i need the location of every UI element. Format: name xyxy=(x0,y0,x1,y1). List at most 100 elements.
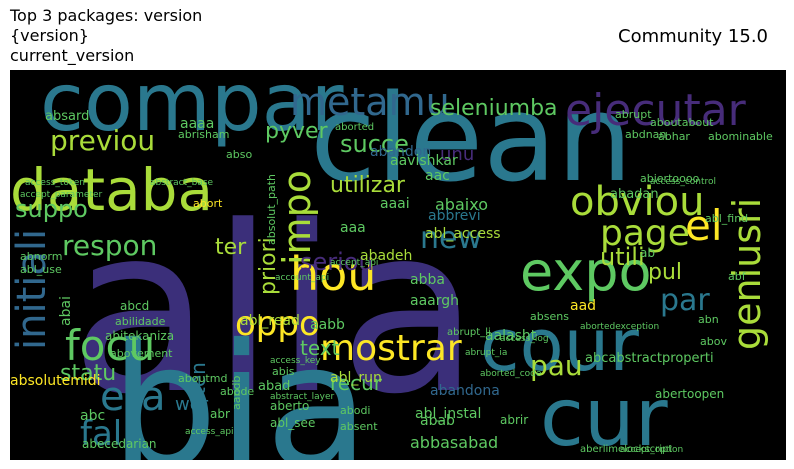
cloud-word: abandon xyxy=(370,144,431,160)
cloud-word: aborted xyxy=(335,122,374,133)
cloud-word: alia xyxy=(70,178,480,445)
cloud-word: abab xyxy=(420,413,455,429)
cloud-word: ten xyxy=(186,362,210,395)
cloud-word: abodi xyxy=(340,404,371,417)
cloud-word: access_token xyxy=(25,178,85,188)
cloud-word: aandb xyxy=(230,376,243,410)
cloud-word: aberlimelockscript xyxy=(580,444,672,455)
cloud-word: abecedarian xyxy=(82,437,157,451)
cloud-word: absent xyxy=(340,420,378,433)
cloud-word: abode xyxy=(220,385,254,398)
cloud-word: abba xyxy=(410,272,445,288)
cloud-word: aavishkar xyxy=(390,153,458,169)
cloud-word: access_api xyxy=(185,427,234,437)
cloud-word: access_control xyxy=(650,177,716,187)
cloud-word: aboutabout xyxy=(650,116,714,129)
cloud-word: aaaa xyxy=(180,116,214,132)
cloud-word: access_log xyxy=(500,334,549,344)
cloud-word: abbasabad xyxy=(410,433,498,452)
cloud-word: abis xyxy=(272,365,295,378)
cloud-word: initiali xyxy=(10,229,55,350)
title-line-2: {version} xyxy=(10,26,89,45)
cloud-word: abl_use xyxy=(20,263,62,276)
cloud-word: pyver xyxy=(265,119,329,144)
cloud-word: abf xyxy=(728,270,747,283)
cloud-word: respon xyxy=(62,229,157,262)
cloud-word: aad xyxy=(570,298,596,314)
cloud-word: absolutemidi xyxy=(10,373,101,389)
word-cloud: alia bia clean compar databa cour cur ejecutar m… xyxy=(10,70,786,460)
cloud-word: aac xyxy=(425,168,450,184)
cloud-word: abovement xyxy=(110,347,173,360)
cloud-word: utili xyxy=(600,243,645,271)
cloud-word: seleniumba xyxy=(430,96,558,121)
cloud-word: priori xyxy=(256,237,281,295)
cloud-word: accept_parameter xyxy=(20,190,103,200)
cloud-word: accept_option xyxy=(620,445,683,455)
cloud-word: abl_run xyxy=(330,370,382,386)
cloud-word: aberto xyxy=(270,399,309,413)
cloud-word: wor xyxy=(175,394,209,415)
cloud-word: mostrar xyxy=(320,328,462,369)
cloud-word: compar xyxy=(40,70,344,149)
cloud-word: abandona xyxy=(430,383,500,399)
cloud-word: abl_read xyxy=(240,313,300,329)
cloud-word: ter xyxy=(215,235,247,260)
cloud-word: abc xyxy=(80,408,105,424)
cloud-word: previou xyxy=(50,124,155,157)
cloud-word: hou xyxy=(290,247,376,301)
cloud-word: impo xyxy=(275,170,319,265)
cloud-word: abl_find xyxy=(705,212,748,225)
cloud-word: abdnan xyxy=(625,128,666,141)
cloud-word: absard xyxy=(45,109,89,124)
cloud-word: aalasht xyxy=(485,328,537,344)
cloud-word: metamu xyxy=(290,80,450,124)
cloud-word: aabb xyxy=(310,317,345,333)
cloud-word: abertoopen xyxy=(655,387,724,401)
cloud-word: abilidade xyxy=(115,315,166,328)
cloud-word: fal xyxy=(80,414,122,454)
cloud-word: databa xyxy=(10,156,213,224)
cloud-word: oppo xyxy=(235,304,320,344)
cloud-word: abnorm xyxy=(20,250,62,263)
cloud-word: bia xyxy=(110,308,369,460)
title-line-1: Top 3 packages: version xyxy=(10,6,203,25)
cloud-word: abort xyxy=(193,197,223,210)
cloud-word: abadan xyxy=(610,187,659,202)
cloud-word: par xyxy=(660,283,710,318)
cloud-word: aboutmd xyxy=(178,372,227,385)
cloud-word: account_api xyxy=(275,273,329,283)
cloud-word: aaa xyxy=(340,220,366,236)
cloud-word: abrupt_ia xyxy=(465,348,507,358)
cloud-word: abov xyxy=(700,335,727,348)
cloud-word: abominable xyxy=(708,130,773,143)
cloud-word: abl_see xyxy=(270,416,315,430)
cloud-word: abitekaniza xyxy=(105,329,174,343)
cloud-word: aborted_code xyxy=(480,369,542,379)
cloud-word: abrir xyxy=(500,413,528,427)
cloud-word: recur xyxy=(330,371,383,395)
cloud-word: obviou xyxy=(570,179,704,225)
cloud-word: abstract_layer xyxy=(270,392,335,402)
cloud-word: pau xyxy=(530,349,583,382)
cloud-word: abad xyxy=(258,379,290,394)
community-label: Community 15.0 xyxy=(618,26,768,47)
cloud-word: era xyxy=(100,374,166,420)
cloud-word: text xyxy=(300,336,340,360)
cloud-word: abr xyxy=(210,407,230,421)
cloud-word: abaixo xyxy=(435,195,488,214)
cloud-word: abiertoooo xyxy=(640,172,700,185)
cloud-word: abstract_base xyxy=(150,178,214,188)
cloud-word: abl_instal xyxy=(415,406,481,422)
cloud-word: abhar xyxy=(658,130,690,143)
cloud-word: expo xyxy=(520,240,652,303)
cloud-word: ab xyxy=(640,246,655,260)
cloud-word: abrupt_li xyxy=(447,327,491,338)
cloud-word: abcabstractproperti xyxy=(585,351,714,366)
cloud-word: focu xyxy=(65,321,155,370)
cloud-word: abrupt xyxy=(615,108,652,121)
cloud-word: absens xyxy=(530,310,569,323)
cloud-word: ejecutar xyxy=(565,85,747,136)
cloud-word: abadeh xyxy=(360,248,412,264)
